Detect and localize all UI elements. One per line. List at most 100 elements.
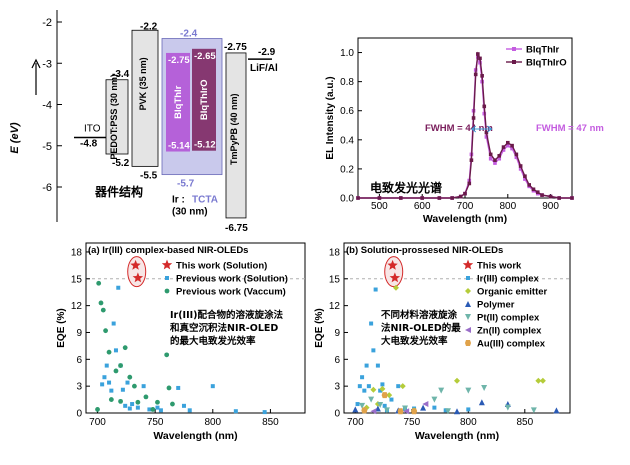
emitter-lumo-1: -2.65 [194,51,216,62]
eqe-point-2 [370,386,377,393]
eqe-point-2 [135,399,141,405]
legend-marker-1 [165,276,169,280]
eqe-point-0 [132,272,144,283]
eqe-point-2 [96,280,102,286]
eqe-point-3 [420,404,427,411]
y-tick-label: 1.0 [340,48,354,59]
eqe-point-3 [553,407,560,414]
el-point [548,194,553,199]
eqe-point-1 [233,409,238,414]
eqe-point-2 [392,284,399,291]
el-point [501,148,506,152]
el-point [488,152,493,157]
legend-label-1: Ir(III) complex [477,274,539,285]
tcta-homo-label: -5.7 [177,179,195,190]
eqe-point-1 [120,387,125,392]
eqe-point-2 [454,377,460,384]
x-tick-label: 800 [460,417,477,428]
el-point [506,143,510,148]
eqe-point-0 [387,259,398,270]
el-point [531,187,536,192]
eqe-point-2 [166,385,172,391]
eqe-point-2 [132,383,137,389]
legend-label-1: Previous work (Solution) [176,274,288,285]
y-tick-label: 12 [329,301,341,312]
eqe-point-2 [164,352,170,358]
annotation-cn-line: 法NIR-OLED的最 [381,322,461,334]
eqe-point-2 [399,383,406,390]
eqe-point-1 [362,388,367,393]
el-spectrum-chart: 500 600 700 800 900 0.0 0.2 0.4 0.6 0.8 1.0 Wavelen… [325,37,604,225]
pedot-layer [105,79,129,155]
el-point [488,156,493,161]
y-tick-label: -3 [42,58,52,70]
legend-marker-0 [462,259,474,270]
eqe-point-6 [381,392,388,399]
eqe-point-2 [100,307,106,313]
x-tick-label: 600 [414,201,431,212]
tcta-lumo-label: -2.4 [180,29,198,40]
eqe-point-4 [530,407,537,414]
eqe-point-4 [383,407,390,414]
el-point [482,104,487,109]
x-axis-label: Wavelength (nm) [423,213,507,225]
fwhm-arrow-icon [471,125,493,133]
eqe-point-3 [478,399,485,406]
eqe-point-1 [125,380,130,385]
legend-label-2: Previous work (Vaccum) [176,287,286,298]
legend-label-0: This work (Solution) [176,261,267,272]
y-tick-label: 18 [71,247,83,258]
y-tick-label: 15 [71,274,83,285]
y-tick-label: 0 [76,409,82,420]
eqe-point-1 [104,363,109,368]
el-point [450,196,454,200]
legend-marker-2 [465,288,471,294]
pvk-homo-label: -5.5 [140,170,158,181]
eqe-point-1 [158,408,163,413]
highlight-ellipse [127,256,147,288]
pedot-homo-label: -5.2 [112,158,130,169]
eqe-point-1 [210,384,215,389]
eqe-point-4 [438,387,445,394]
eqe-point-2 [98,300,104,306]
annotation-cn-line: 和真空沉积法NIR-OLED [169,322,278,334]
el-point [514,152,519,157]
eqe-point-2 [106,349,112,355]
eqe-point-1 [155,405,160,410]
el-point [478,56,482,61]
eqe-point-2 [103,328,108,334]
highlight-ellipse [384,256,404,288]
eqe-point-1 [147,407,152,412]
legend-marker-1 [466,276,470,280]
y-tick-label: 3 [334,382,340,393]
eqe-point-1 [262,410,267,415]
eqe-point-1 [116,285,121,290]
el-point [523,177,527,181]
fwhm-annotation-1: FWHM = 47 nm [536,123,604,134]
eqe-point-4 [359,402,366,409]
eqe-point-1 [135,405,140,410]
eqe-point-1 [364,363,369,368]
emitter-name-1: BIqThIrO [199,79,210,120]
eqe-point-1 [466,407,471,412]
y-tick-label: -5 [42,141,52,153]
el-point [540,193,544,197]
el-point [570,196,574,200]
el-point [506,140,510,145]
x-tick-label: 500 [371,201,388,212]
eqe-point-2 [108,397,114,402]
y-tick-label: 0.0 [340,194,354,205]
eqe-point-2 [118,398,123,404]
eqe-point-2 [386,392,393,399]
eqe-point-4 [368,396,375,403]
emitter-homo-0: -5.14 [168,141,190,152]
panel-title: (a) Ir(III) complex-based NIR-OLEDs [88,245,248,256]
eqe-point-1 [123,403,128,408]
eqe-point-1 [357,384,362,389]
el-point [356,196,360,200]
ito-homo-label: -4.8 [80,139,98,150]
el-point [437,196,442,200]
el-point [518,164,523,168]
eqe-point-0 [130,259,141,270]
host-name: TCTA [192,195,218,206]
